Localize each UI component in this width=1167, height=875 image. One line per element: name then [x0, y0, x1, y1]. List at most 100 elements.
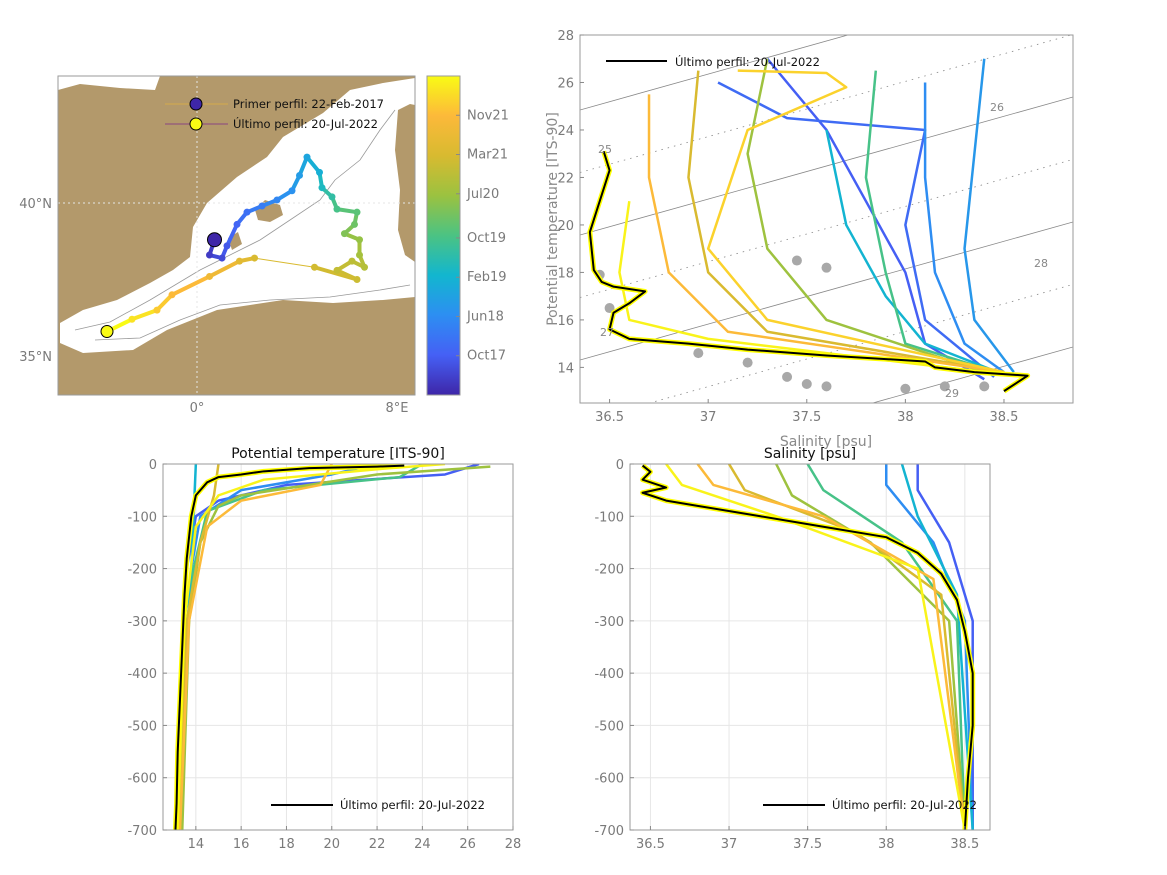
y-tick-label: -400 — [594, 667, 624, 682]
density-label: 28 — [1034, 257, 1048, 270]
profile-point — [243, 208, 251, 216]
y-tick-label: 24 — [557, 124, 574, 139]
profile-line — [178, 464, 378, 830]
profile-line — [696, 464, 967, 830]
x-tick-label: 18 — [278, 837, 295, 852]
profile-line — [665, 464, 967, 830]
corsica-sardinia-land — [395, 104, 415, 262]
salinity-profile-panel: 36.5 37 37.5 38 38.5 0 -100 -200 -300 -400 -500 -60… — [594, 446, 991, 852]
profile-point — [251, 254, 258, 262]
gray-point — [821, 381, 832, 392]
map-lat-tick: 40°N — [19, 197, 52, 212]
profile-line — [618, 201, 1005, 376]
gray-point — [900, 383, 911, 394]
y-tick-label: -300 — [127, 615, 157, 630]
profile-point — [318, 184, 326, 192]
density-label: 27 — [600, 326, 614, 339]
x-tick-label: 38.5 — [950, 837, 979, 852]
density-label: 25 — [598, 143, 612, 156]
map-frame — [57, 75, 416, 396]
profile-line — [923, 82, 1005, 374]
gray-point — [979, 381, 990, 392]
gray-point — [939, 381, 950, 392]
density-contour — [580, 96, 1073, 236]
colorbar-tick-label: Mar21 — [467, 148, 508, 163]
legend-last-marker — [189, 117, 203, 131]
gray-point — [801, 379, 812, 390]
profile-line — [775, 464, 967, 830]
profile-point — [236, 257, 243, 265]
y-tick-label: 26 — [557, 76, 574, 91]
track-segment — [225, 222, 239, 248]
y-tick-label: -500 — [594, 719, 624, 734]
x-tick-label: 36.5 — [595, 410, 624, 425]
legend-first-marker — [189, 97, 203, 111]
profile-line — [717, 81, 995, 378]
density-contour — [580, 221, 1073, 361]
x-tick-label: 38 — [897, 410, 914, 425]
y-tick-label: -100 — [127, 510, 157, 525]
float-track — [100, 153, 368, 339]
colorbar-tick-label: Oct17 — [467, 349, 506, 364]
profile-point — [168, 291, 176, 299]
profile-line — [181, 465, 491, 830]
track-segment — [155, 292, 174, 313]
profile-line — [825, 129, 1005, 376]
legend-last-label: Último perfil: 20-Jul-2022 — [233, 116, 378, 131]
ts-xlabel: Salinity [psu] — [780, 434, 872, 450]
profile-line — [746, 58, 985, 374]
profile-point — [258, 202, 266, 210]
density-label: 29 — [945, 387, 959, 400]
profile-point — [233, 220, 241, 228]
ts-diagram-panel: 36.5 37 37.5 38 38.5 14 16 18 20 22 24 26 28 25 26 2… — [545, 29, 1074, 450]
profile-point — [356, 251, 363, 259]
x-tick-label: 36.5 — [636, 837, 665, 852]
map-lon-tick: 8°E — [386, 401, 409, 416]
y-tick-label: -600 — [127, 772, 157, 787]
x-tick-label: 37 — [721, 837, 738, 852]
temp-title: Potential temperature [ITS-90] — [231, 446, 445, 462]
profile-point — [218, 254, 226, 262]
profile-line — [766, 57, 985, 381]
x-tick-label: 26 — [459, 837, 476, 852]
profile-point — [316, 168, 323, 176]
temp-frame — [162, 463, 514, 831]
profile-point — [348, 257, 356, 265]
bathymetry-contour — [94, 284, 411, 341]
y-tick-label: 16 — [557, 314, 574, 329]
profile-line — [900, 464, 974, 830]
colorbar-tick-label: Jun18 — [466, 309, 504, 324]
y-tick-label: -600 — [594, 772, 624, 787]
profile-point — [353, 208, 361, 216]
profile-line — [687, 70, 1005, 374]
profile-point — [206, 251, 213, 259]
y-tick-label: -100 — [594, 510, 624, 525]
profile-point — [361, 263, 368, 271]
gray-point — [693, 348, 704, 359]
y-tick-label: 18 — [557, 266, 574, 281]
x-tick-label: 38 — [878, 837, 895, 852]
profile-point — [273, 196, 281, 204]
map-lat-tick: 35°N — [19, 350, 52, 365]
x-tick-label: 24 — [414, 837, 431, 852]
y-tick-label: -300 — [594, 615, 624, 630]
gray-point — [791, 255, 802, 266]
last-profile-line — [174, 464, 405, 830]
ts-frame — [579, 34, 1074, 404]
sal-frame — [629, 463, 991, 831]
density-contour — [580, 35, 850, 111]
track-segment — [254, 257, 315, 268]
y-tick-label: 14 — [557, 361, 574, 376]
last-profile-line — [641, 464, 974, 830]
colorbar-tick-label: Oct19 — [467, 231, 506, 246]
profile-point — [296, 171, 303, 179]
temperature-profile-panel: 14 16 18 20 22 24 26 28 0 -100 -200 -300 -400 -500 -60… — [127, 446, 521, 852]
x-tick-label: 22 — [369, 837, 386, 852]
profile-point — [356, 236, 363, 244]
profile-point — [328, 193, 336, 201]
first-profile-marker — [207, 232, 222, 248]
x-tick-label: 14 — [188, 837, 205, 852]
profile-point — [311, 263, 318, 271]
profile-point — [351, 220, 358, 228]
